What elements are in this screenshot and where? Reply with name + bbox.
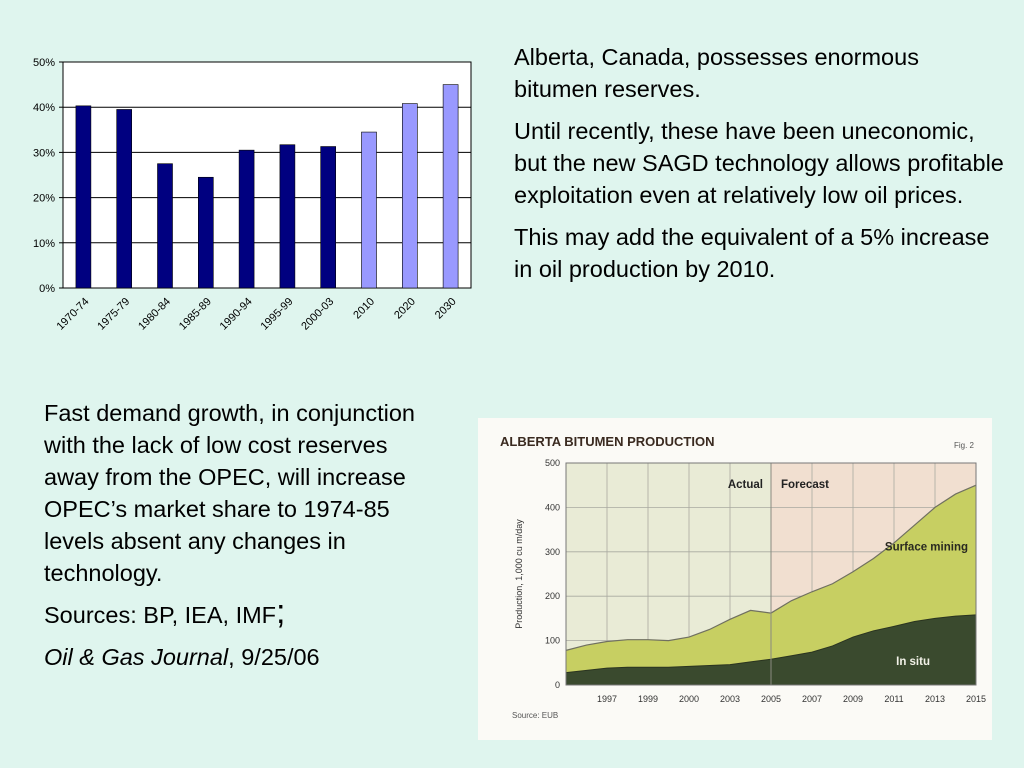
y-axis-label: Production, 1,000 cu m/day [514, 519, 524, 629]
journal-name: Oil & Gas Journal [44, 643, 229, 670]
journal-line: Oil & Gas Journal, 9/25/06 [44, 642, 444, 674]
y-tick-label: 400 [545, 502, 560, 512]
left-text-block: Fast demand growth, in conjunction with … [44, 398, 444, 684]
y-tick-label: 20% [33, 193, 55, 205]
x-tick-label: 2000 [679, 694, 699, 704]
actual-label: Actual [728, 479, 763, 491]
x-tick-label: 1975-79 [95, 296, 132, 333]
x-tick-label: 2009 [843, 694, 863, 704]
y-tick-label: 10% [33, 238, 55, 250]
x-tick-label: 2000-03 [299, 296, 336, 333]
x-tick-label: 2007 [802, 694, 822, 704]
in-situ-label: In situ [896, 656, 930, 668]
bar [320, 146, 337, 289]
x-tick-label: 2011 [884, 694, 903, 704]
production-increase-paragraph: This may add the equivalent of a 5% incr… [514, 223, 990, 282]
x-tick-label: 1980-84 [136, 296, 173, 333]
right-text-block: Alberta, Canada, possesses enormous bitu… [514, 42, 1004, 296]
bar [361, 131, 377, 289]
sagd-paragraph: Until recently, these have been uneconom… [514, 117, 1004, 208]
y-tick-label: 50% [33, 57, 55, 69]
y-tick-label: 300 [545, 547, 560, 557]
x-tick-label: 2015 [966, 694, 986, 704]
plot-frame [565, 462, 977, 686]
alberta-bitumen-chart: ALBERTA BITUMEN PRODUCTION Fig. 201002003… [500, 434, 986, 720]
y-tick-label: 0% [39, 283, 55, 295]
bar [238, 149, 255, 289]
alberta-chart-title: ALBERTA BITUMEN PRODUCTION [500, 434, 715, 449]
x-tick-label: 2003 [720, 694, 740, 704]
sources-text: Sources: BP, IEA, IMF [44, 601, 277, 628]
x-tick-label: 1997 [597, 694, 617, 704]
x-tick-label: 2005 [761, 694, 781, 704]
y-tick-label: 30% [33, 147, 55, 159]
y-tick-label: 200 [545, 591, 560, 601]
bar [116, 109, 132, 289]
y-tick-label: 0 [555, 680, 560, 690]
alberta-bitumen-figure: ALBERTA BITUMEN PRODUCTION Fig. 2 0 100 200 3… [478, 418, 992, 740]
x-tick-label: 1999 [638, 694, 658, 704]
alberta-intro: Alberta, Canada, possesses enormous bitu… [514, 44, 919, 102]
surface-mining-label: Surface mining [885, 541, 968, 553]
opec-share-chart: 0%10%20%30%40%50%1970-74 1975-79 1980-84 19… [33, 57, 472, 333]
journal-date: , 9/25/06 [228, 643, 320, 670]
x-tick-label: 1995-99 [258, 296, 295, 333]
sources-line: Sources: BP, IEA, IMF; [44, 595, 444, 632]
opec-demand-paragraph: Fast demand growth, in conjunction with … [44, 400, 415, 586]
bar [279, 144, 296, 289]
y-tick-label: 100 [545, 636, 560, 646]
x-tick-label: 1990-94 [218, 296, 255, 333]
bar [157, 163, 173, 289]
x-tick-label: 2013 [925, 694, 945, 704]
y-tick-label: 40% [33, 102, 55, 114]
x-tick-label: 2020 [392, 296, 418, 322]
bar [442, 84, 459, 289]
x-tick-label: 1985-89 [177, 296, 214, 333]
x-tick-label: 1970-74 [54, 296, 91, 333]
forecast-label: Forecast [781, 479, 829, 491]
x-tick-label: 2030 [433, 296, 459, 322]
source-label: Source: EUB [512, 711, 558, 720]
fig-label: Fig. 2 [954, 441, 975, 450]
sources-semicolon: ; [276, 592, 286, 631]
y-tick-label: 500 [545, 458, 560, 468]
surface-mining-area [566, 485, 976, 673]
bar [198, 176, 214, 289]
bar [401, 103, 418, 289]
x-tick-label: 2010 [351, 296, 377, 322]
bar [75, 105, 92, 289]
